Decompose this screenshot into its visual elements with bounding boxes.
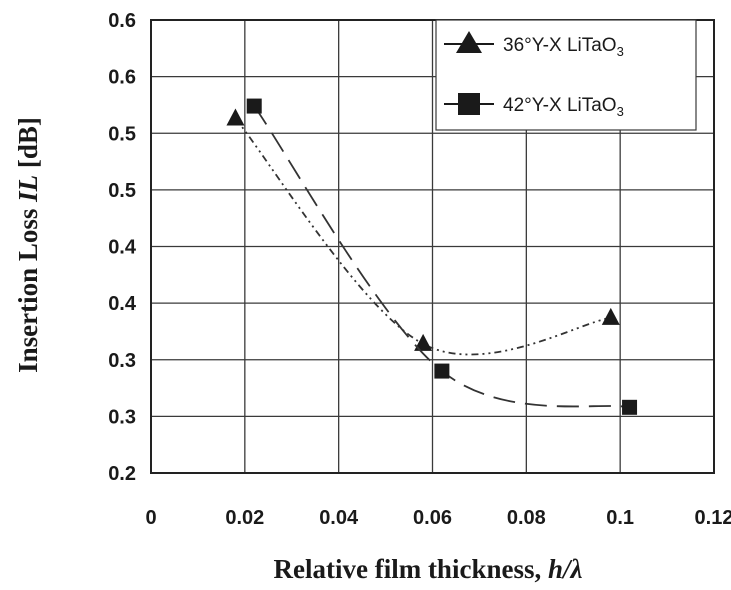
y-tick-label: 0.5 bbox=[108, 180, 136, 202]
x-tick-label: 0.02 bbox=[225, 507, 264, 529]
series-line-triangle bbox=[234, 117, 611, 356]
y-tick-label: 0.5 bbox=[108, 123, 136, 145]
y-tick-label: 0.4 bbox=[108, 293, 137, 315]
y-tick-label: 0.3 bbox=[108, 406, 136, 428]
legend-label-36: 36°Y-X LiTaO3 bbox=[503, 35, 624, 59]
triangle-marker bbox=[601, 307, 620, 325]
x-tick-label: 0.1 bbox=[606, 507, 634, 529]
x-tick-label: 0.06 bbox=[413, 507, 452, 529]
y-tick-label: 0.4 bbox=[108, 237, 137, 259]
x-tick-label: 0 bbox=[145, 507, 156, 529]
x-tick-label: 0.04 bbox=[319, 507, 359, 529]
triangle-marker bbox=[226, 108, 245, 126]
legend-entry-36: 36°Y-X LiTaO3 bbox=[444, 31, 624, 59]
square-marker-icon bbox=[458, 93, 480, 115]
y-tick-label: 0.6 bbox=[108, 10, 136, 32]
x-axis-ticks: 0 0.02 0.04 0.06 0.08 0.1 0.12 bbox=[145, 507, 731, 529]
series bbox=[226, 98, 638, 415]
square-marker bbox=[622, 399, 638, 415]
legend: 36°Y-X LiTaO3 42°Y-X LiTaO3 bbox=[435, 19, 697, 131]
x-tick-label: 0.12 bbox=[695, 507, 731, 529]
triangle-marker bbox=[414, 333, 433, 351]
plot-frame bbox=[150, 19, 715, 474]
x-tick-label: 0.08 bbox=[507, 507, 546, 529]
y-tick-label: 0.6 bbox=[108, 67, 136, 89]
x-axis-label: Relative film thickness, h/λ bbox=[274, 554, 583, 584]
legend-label-42: 42°Y-X LiTaO3 bbox=[503, 95, 624, 119]
y-axis-ticks: 0.6 0.6 0.5 0.5 0.4 0.4 0.3 0.3 0.2 bbox=[108, 10, 137, 485]
triangle-marker-icon bbox=[456, 31, 482, 53]
square-marker bbox=[434, 363, 450, 379]
square-marker bbox=[246, 98, 262, 114]
y-tick-label: 0.2 bbox=[108, 463, 136, 485]
y-axis-label: Insertion Loss IL [dB] bbox=[13, 117, 43, 373]
legend-entry-42: 42°Y-X LiTaO3 bbox=[444, 93, 624, 119]
grid bbox=[150, 19, 715, 474]
y-tick-label: 0.3 bbox=[108, 350, 136, 372]
series-line-square bbox=[253, 105, 630, 409]
